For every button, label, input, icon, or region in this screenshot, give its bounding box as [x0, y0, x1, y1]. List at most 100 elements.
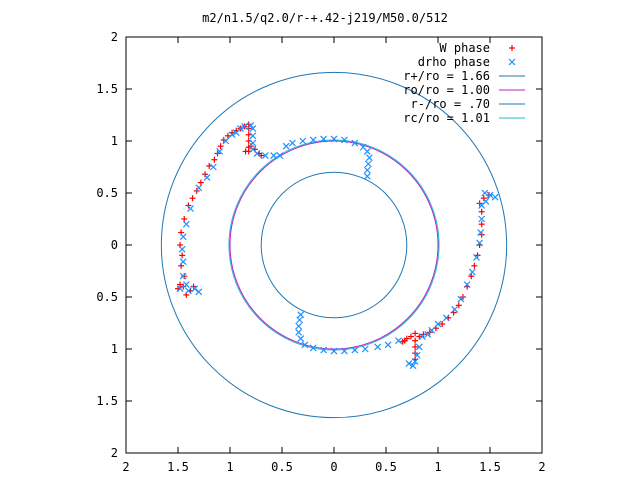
drho-phase-point: [178, 245, 186, 253]
w-phase-point: [468, 273, 475, 280]
drho-phase-point: [374, 343, 382, 351]
circle-mark: [228, 139, 440, 351]
circle-mark: [160, 71, 508, 419]
drho-phase-point: [411, 358, 419, 365]
w-phase-point: [181, 216, 188, 222]
drho-phase-point: [451, 306, 459, 313]
drho-phase-point: [228, 131, 236, 139]
drho-phase-point: [182, 281, 190, 288]
drho-phase-point: [187, 205, 194, 213]
x-tick-label: 2: [122, 460, 129, 474]
drho-phase-point: [249, 132, 257, 140]
w-phase-point: [407, 333, 414, 340]
drho-phase-point: [270, 152, 278, 159]
w-phase-point: [190, 283, 197, 290]
y-tick-label: 2: [111, 446, 118, 460]
drho-phase-point: [249, 139, 257, 147]
drho-phase-point: [253, 150, 261, 157]
drho-phase-point: [418, 333, 426, 340]
drho-phase-point: [476, 239, 484, 247]
drho-phase-point: [299, 137, 307, 145]
drho-phase-point: [468, 268, 476, 276]
legend-label: rc/ro = 1.01: [403, 111, 490, 125]
legend-label: W phase: [439, 41, 490, 55]
w-phase-point: [478, 208, 485, 215]
drho-phase-point: [288, 139, 296, 147]
drho-phase-point: [320, 346, 328, 354]
drho-phase-point: [434, 320, 442, 328]
drho-phase-point: [309, 344, 317, 352]
drho-phase-point: [176, 285, 184, 293]
drho-phase-point: [182, 220, 190, 228]
drho-phase-point: [491, 193, 499, 201]
drho-phase-point: [179, 258, 187, 266]
drho-phase-point: [363, 172, 371, 180]
chart-title: m2/n1.5/q2.0/r-+.42-j219/M50.0/512: [202, 11, 448, 25]
drho-phase-point: [179, 233, 187, 241]
drho-phase-point: [297, 311, 305, 319]
legend-label: ro/ro = 1.00: [403, 83, 490, 97]
w-phase-point: [478, 231, 485, 238]
w-phase-point: [220, 136, 227, 143]
drho-phase-point: [295, 328, 303, 336]
w-phase-point: [412, 343, 419, 350]
w-phase-point: [471, 262, 478, 269]
w-phase-point: [416, 333, 423, 340]
drho-phase-point: [282, 142, 290, 150]
drho-phase-point: [195, 184, 203, 192]
drho-phase-point: [340, 136, 348, 144]
drho-phase-point: [361, 345, 369, 353]
w-phase-point: [211, 156, 218, 163]
w-phase-point: [474, 252, 481, 259]
drho-phase-point: [409, 362, 417, 370]
w-phase-point: [224, 132, 231, 139]
w-phase-point: [179, 252, 186, 259]
drho-phase-point: [415, 343, 423, 351]
w-phase-point: [189, 195, 196, 202]
drho-phase-point: [478, 215, 486, 223]
w-phase-point: [247, 143, 254, 150]
x-tick-label: 0: [330, 460, 337, 474]
drho-phase-point: [184, 287, 192, 295]
drho-phase-point: [340, 347, 348, 355]
legend-label: drho phase: [418, 55, 490, 69]
x-tick-label: 1: [226, 460, 233, 474]
drho-phase-point: [364, 160, 372, 168]
w-phase-point: [455, 302, 462, 309]
drho-phase-point: [320, 135, 328, 143]
w-phase-point: [412, 330, 419, 337]
w-phase-point: [480, 195, 487, 202]
drho-phase-point: [457, 295, 465, 303]
drho-phase-point: [247, 121, 255, 129]
x-tick-label: 2: [538, 460, 545, 474]
drho-phase-point: [486, 191, 494, 199]
w-phase-point: [478, 221, 485, 228]
circle-mark: [260, 171, 408, 319]
w-phase-point: [206, 162, 213, 169]
drho-phase-point: [330, 347, 338, 355]
drho-phase-point: [477, 229, 485, 236]
drho-phase-point: [236, 125, 244, 132]
w-phase-point: [439, 321, 446, 328]
y-tick-label: 1.5: [96, 82, 118, 96]
legend-label: r+/ro = 1.66: [403, 69, 490, 83]
w-phase-point: [180, 283, 187, 290]
drho-phase-point: [481, 189, 489, 197]
drho-phase-point: [365, 154, 373, 162]
drho-phase-point: [297, 335, 305, 343]
drho-phase-point: [295, 322, 303, 330]
y-tick-label: 1: [111, 134, 118, 148]
w-phase-point: [185, 202, 192, 209]
drho-phase-point: [241, 123, 248, 130]
drho-phase-point: [330, 135, 338, 143]
y-tick-label: 2: [111, 30, 118, 44]
drho-phase-point: [209, 163, 217, 171]
drho-phase-point: [463, 281, 471, 288]
drho-phase-point: [473, 254, 480, 261]
circle-mark: [229, 140, 439, 350]
w-phase-point: [181, 273, 188, 280]
y-tick-label: 0.5: [96, 186, 118, 200]
w-phase-point: [177, 281, 184, 288]
drho-phase-point: [351, 139, 359, 147]
